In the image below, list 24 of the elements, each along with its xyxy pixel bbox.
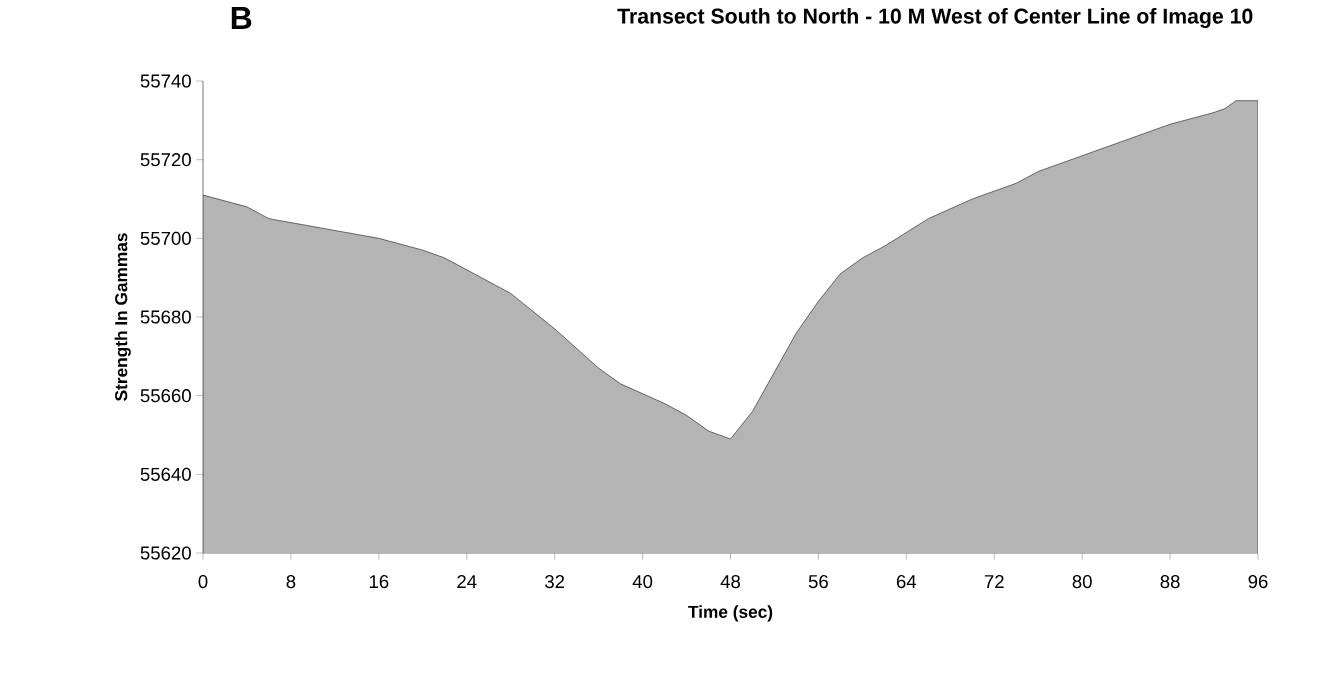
y-tick-label: 55680 bbox=[140, 310, 191, 324]
x-tick-label: 8 bbox=[286, 575, 296, 589]
x-tick-label: 56 bbox=[808, 575, 828, 589]
x-axis-title: Time (sec) bbox=[688, 605, 773, 622]
y-tick-label: 55700 bbox=[140, 231, 191, 245]
y-axis-title: Strength In Gammas bbox=[114, 233, 131, 401]
y-tick-label: 55620 bbox=[140, 546, 191, 560]
x-tick-label: 16 bbox=[369, 575, 389, 589]
y-tick-label: 55640 bbox=[140, 467, 191, 481]
y-tick-label: 55720 bbox=[140, 153, 191, 167]
x-tick-label: 32 bbox=[545, 575, 565, 589]
x-tick-label: 88 bbox=[1160, 575, 1180, 589]
y-tick-label: 55660 bbox=[140, 389, 191, 403]
x-tick-label: 64 bbox=[896, 575, 917, 589]
x-tick-label: 24 bbox=[457, 575, 477, 588]
x-tick-label: 72 bbox=[984, 575, 1004, 588]
x-tick-label: 40 bbox=[632, 575, 653, 589]
text: B bbox=[231, 7, 252, 29]
chart-title: Transect South to North - 10 M West of Center Line of Image 10 bbox=[617, 8, 1253, 28]
x-tick-label: 0 bbox=[198, 575, 208, 589]
x-tick-label: 80 bbox=[1072, 575, 1092, 589]
x-tick-label: 48 bbox=[720, 575, 741, 589]
x-tick-label: 96 bbox=[1248, 575, 1268, 589]
y-tick-label: 55740 bbox=[140, 74, 191, 88]
